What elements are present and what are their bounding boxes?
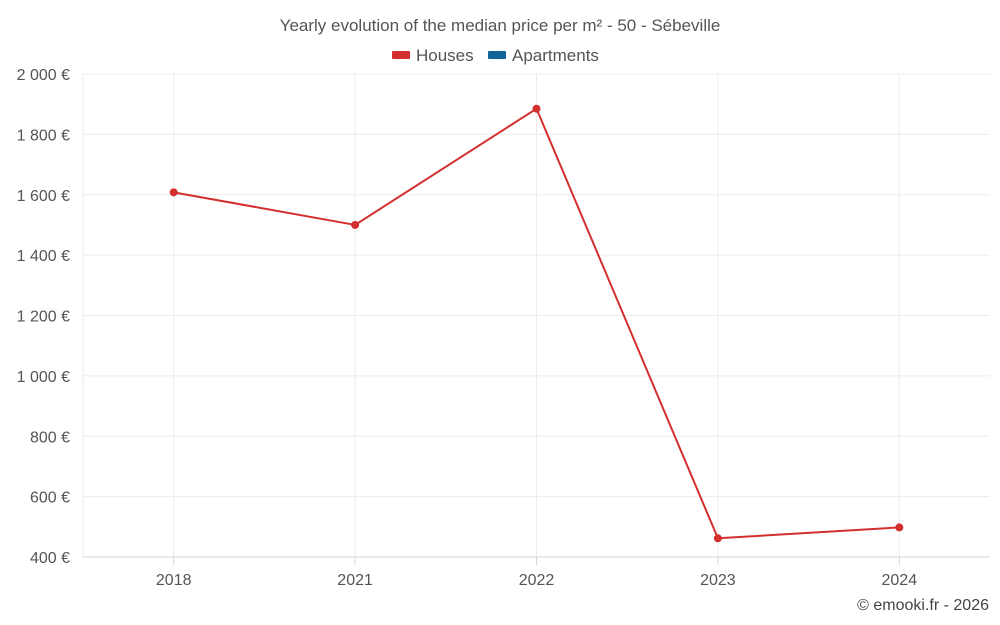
x-tick-label: 2022: [519, 572, 555, 589]
y-tick-label: 1 600 €: [17, 188, 70, 205]
data-point[interactable]: [532, 104, 541, 113]
credit-text: © emooki.fr - 2026: [857, 597, 989, 614]
y-tick-label: 1 800 €: [17, 127, 70, 144]
x-tick-label: 2023: [700, 572, 736, 589]
y-axis: 400 € 600 € 800 € 1 000 € 1 200 € 1 400 € 1 60…: [17, 67, 70, 567]
x-axis: 2018 2021 2022 2023 2024: [83, 556, 990, 589]
legend-swatch-apartments: [488, 51, 506, 59]
legend-label-apartments: Apartments: [512, 46, 599, 65]
data-point[interactable]: [351, 220, 360, 229]
legend-item-houses[interactable]: Houses: [392, 46, 474, 65]
data-point[interactable]: [169, 188, 178, 197]
y-tick-label: 400 €: [30, 550, 70, 567]
x-tick-label: 2021: [337, 572, 373, 589]
legend: Houses Apartments: [392, 46, 599, 65]
legend-label-houses: Houses: [416, 46, 474, 65]
legend-item-apartments[interactable]: Apartments: [488, 46, 599, 65]
gridlines: [82, 73, 990, 557]
data-point[interactable]: [895, 523, 904, 532]
legend-swatch-houses: [392, 51, 410, 59]
y-tick-label: 1 400 €: [17, 248, 70, 265]
series-houses: [169, 104, 904, 543]
x-tick-label: 2018: [156, 572, 192, 589]
chart-title: Yearly evolution of the median price per…: [280, 16, 721, 35]
x-tick-label: 2024: [882, 572, 918, 589]
y-tick-label: 800 €: [30, 429, 70, 446]
y-tick-label: 600 €: [30, 490, 70, 507]
y-tick-label: 2 000 €: [17, 67, 70, 84]
data-point[interactable]: [713, 534, 722, 543]
y-tick-label: 1 000 €: [17, 369, 70, 386]
y-tick-label: 1 200 €: [17, 309, 70, 326]
